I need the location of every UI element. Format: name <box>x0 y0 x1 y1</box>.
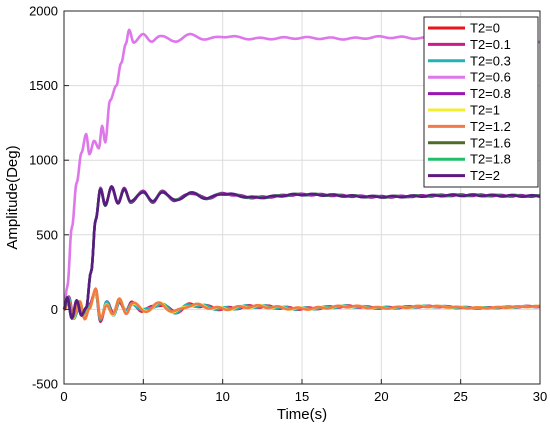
series-line <box>62 185 541 320</box>
legend-label: T2=0.3 <box>470 53 511 68</box>
x-tick-label: 5 <box>140 389 147 404</box>
legend: T2=0T2=0.1T2=0.3T2=0.6T2=0.8T2=1T2=1.2T2… <box>423 16 539 188</box>
legend-label: T2=1.8 <box>470 152 511 167</box>
x-tick-label: 20 <box>374 389 388 404</box>
y-tick-label: 500 <box>36 227 58 242</box>
x-tick-label: 15 <box>295 389 309 404</box>
x-tick-label: 30 <box>533 389 547 404</box>
legend-label: T2=0.6 <box>470 70 511 85</box>
series-line <box>63 287 541 321</box>
y-tick-label: 0 <box>51 302 58 317</box>
legend-label: T2=1.2 <box>470 119 511 134</box>
legend-label: T2=1.6 <box>470 135 511 150</box>
legend-label: T2=0.1 <box>470 37 511 52</box>
x-tick-label: 0 <box>60 389 67 404</box>
x-axis-label: Time(s) <box>277 406 327 423</box>
y-tick-label: 1500 <box>29 78 58 93</box>
x-tick-label: 10 <box>215 389 229 404</box>
legend-label: T2=0.8 <box>470 86 511 101</box>
y-tick-label: -500 <box>32 377 58 392</box>
legend-label: T2=0 <box>470 21 500 36</box>
y-tick-label: 2000 <box>29 4 58 19</box>
legend-label: T2=2 <box>470 168 500 183</box>
legend-label: T2=1 <box>470 103 500 118</box>
x-tick-label: 25 <box>453 389 467 404</box>
y-tick-label: 1000 <box>29 153 58 168</box>
y-axis-label: Amplitude(Deg) <box>4 145 21 249</box>
